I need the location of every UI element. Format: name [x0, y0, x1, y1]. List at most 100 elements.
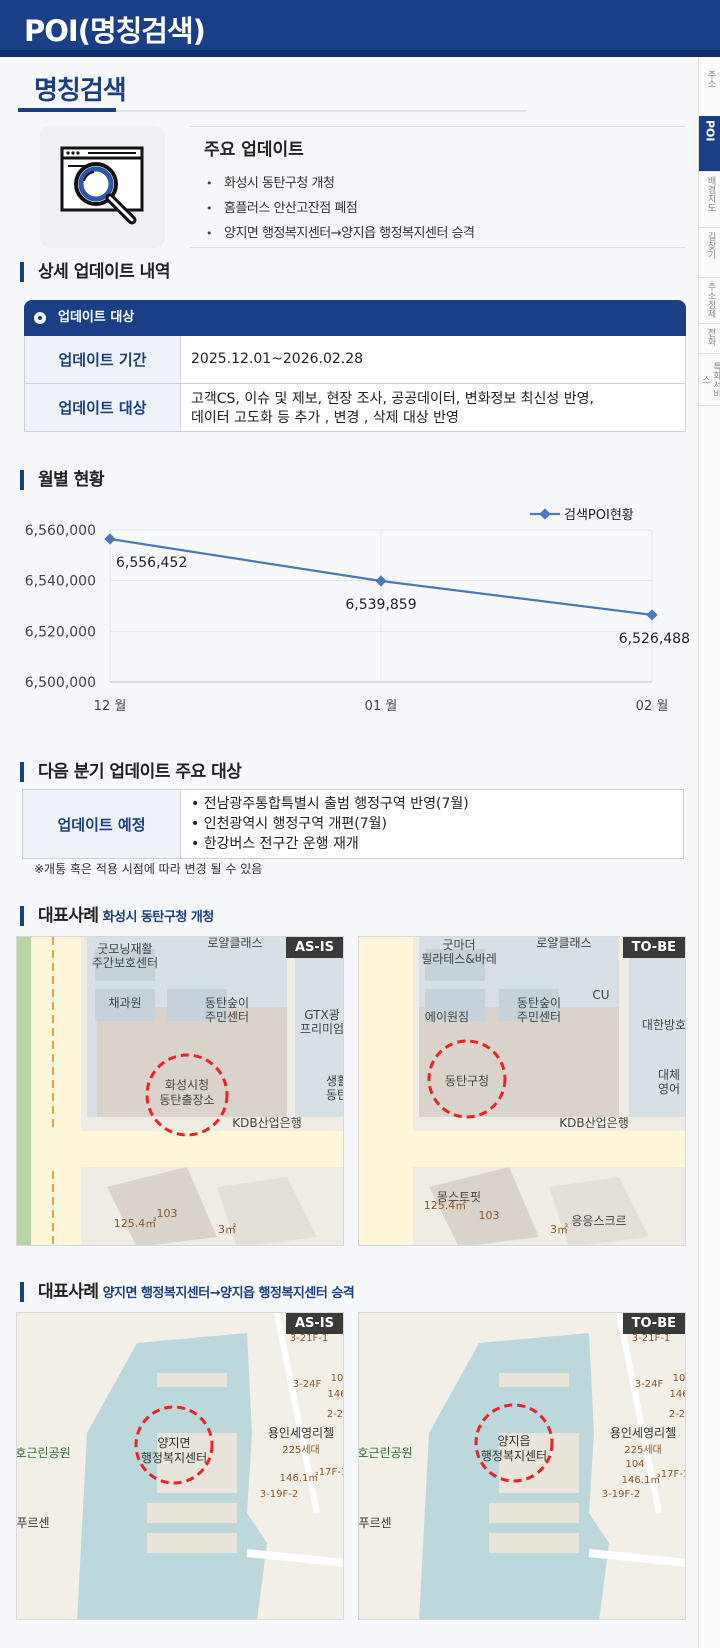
list-item: 화성시 동탄구청 개청	[204, 171, 475, 196]
side-tab-address[interactable]: 주소	[699, 66, 720, 118]
data-point	[375, 575, 387, 587]
data-point	[104, 533, 116, 545]
map-label: 주간보호센터	[92, 956, 158, 970]
map-label: 필라테스&바레	[421, 952, 497, 966]
map-label: 2-2	[327, 1409, 343, 1420]
case-heading-sub: 양지면 행정복지센터→양지읍 행정복지센터 승격	[102, 1286, 355, 1301]
section-title: 명칭검색	[34, 76, 127, 106]
data-label: 6,526,488	[619, 631, 690, 647]
map-as-is[interactable]: 굿모닝재활 주간보호센터 로얄클래스 채과원 동탄숲이 주민센터 GTX광 프리…	[16, 936, 344, 1246]
map-label: 동탄구청	[445, 1074, 489, 1088]
table-row: 업데이트 대상 고객CS, 이슈 및 제보, 현장 조사, 공공데이터, 변화정…	[24, 384, 686, 432]
map-to-be[interactable]: 굿마더 필라테스&바레 로얄클래스 에이원짐 동탄숲이 주민센터 CU 대한방호…	[358, 936, 686, 1246]
list-item: • 인천광역시 행정구역 개편(7월)	[191, 816, 387, 832]
as-is-badge: AS-IS	[285, 1313, 343, 1334]
side-tab-route[interactable]: 길찾기	[699, 228, 720, 278]
legend-marker	[539, 508, 551, 520]
map-label: 대한방호	[642, 1018, 686, 1032]
map-label: 17F-1	[319, 1467, 344, 1478]
to-be-badge: TO-BE	[622, 937, 685, 958]
map-label: 용인세영리첼	[610, 1426, 676, 1440]
side-tab-special-service[interactable]: 특화서비스	[699, 354, 720, 406]
case-heading-text: 대표사례	[38, 1282, 99, 1302]
map-label: 125.4㎡	[114, 1217, 157, 1230]
map-label: KDB산업은행	[232, 1115, 302, 1130]
map-label: 2-2	[669, 1409, 685, 1420]
map-label: 3㎡	[218, 1223, 236, 1236]
data-label: 6,539,859	[345, 597, 416, 613]
map-label: 푸르센	[359, 1516, 392, 1530]
map-label: 3-24F	[635, 1379, 664, 1390]
map-label: 행정복지센터	[481, 1448, 547, 1463]
map-label: 화성시청	[165, 1078, 209, 1092]
side-tab-bar: 주소 POI 배경지도 길찾기 주소정제 전화 특화서비스	[698, 58, 720, 1648]
main-updates-panel: 주요 업데이트 화성시 동탄구청 개청 홈플러스 안산고잔점 폐점 양지면 행정…	[190, 126, 686, 248]
x-tick-label: 01 월	[365, 699, 398, 714]
row-value-line: 고객CS, 이슈 및 제보, 현장 조사, 공공데이터, 변화정보 최신성 반영…	[191, 391, 594, 407]
map-label: 3-19F-2	[260, 1489, 298, 1500]
map-label: KDB산업은행	[559, 1115, 629, 1130]
chart-svg: 6,500,000 6,520,000 6,540,000 6,560,000 12 월…	[25, 508, 690, 714]
map-label: 동탄출장소	[159, 1093, 214, 1107]
side-tab-background-map[interactable]: 배경지도	[699, 172, 720, 228]
map-label: 225세대	[282, 1444, 320, 1456]
map-label: 양지면	[157, 1436, 190, 1450]
map-label: 146	[327, 1389, 344, 1400]
map-label: 행정복지센터	[141, 1450, 207, 1465]
monthly-line-chart: 6,500,000 6,520,000 6,540,000 6,560,000 12 월…	[20, 500, 700, 735]
side-tab-label: 주소	[705, 70, 716, 88]
map-to-be[interactable]: 양지읍 행정복지센터 호근린공원 푸르센 용인세영리첼 225세대 3-21F-…	[358, 1312, 686, 1620]
as-is-badge: AS-IS	[285, 937, 343, 958]
map-label: 로얄클래스	[207, 937, 262, 950]
side-tab-phone[interactable]: 전화	[699, 324, 720, 354]
list-item: • 전남광주통합특별시 출범 행정구역 반영(7월)	[191, 796, 469, 812]
map-label: 3㎡	[550, 1223, 568, 1236]
side-tab-poi[interactable]: POI	[699, 116, 720, 172]
map-label: 굿모닝재활	[97, 942, 152, 956]
map-as-is[interactable]: 양지면 행정복지센터 호근린공원 푸르센 용인세영리첼 225세대 3-21F-…	[16, 1312, 344, 1620]
legend-label: 검색POI현황	[564, 508, 634, 523]
map-label: 10	[673, 1373, 686, 1384]
side-tab-label: 전화	[705, 328, 716, 346]
map-label: CU	[592, 988, 609, 1002]
side-tab-label: 특화서비스	[700, 361, 720, 398]
map-label: 주민센터	[517, 1010, 561, 1024]
row-value-line: 데이터 고도화 등 추가 , 변경 , 삭제 대상 반영	[191, 410, 459, 426]
row-value: 2025.12.01~2026.02.28	[191, 351, 364, 367]
map-label: 용인세영리첼	[268, 1426, 334, 1440]
y-tick-label: 6,560,000	[25, 523, 96, 539]
map-image: 굿모닝재활 주간보호센터 로얄클래스 채과원 동탄숲이 주민센터 GTX광 프리…	[17, 937, 344, 1245]
section-divider	[18, 108, 526, 112]
map-label: 3-19F-2	[602, 1489, 640, 1500]
map-label: 17F-1	[661, 1469, 686, 1480]
map-label: 주민센터	[205, 1010, 249, 1024]
detail-heading: 상세 업데이트 내역	[20, 262, 170, 282]
map-label: 로얄클래스	[536, 937, 591, 950]
row-label: 업데이트 기간	[25, 336, 181, 383]
map-label: 225세대	[624, 1444, 662, 1456]
y-tick-label: 6,520,000	[25, 624, 96, 640]
case2-heading: 대표사례 양지면 행정복지센터→양지읍 행정복지센터 승격	[20, 1282, 355, 1302]
y-tick-label: 6,540,000	[25, 574, 96, 590]
row-label: 업데이트 대상	[25, 384, 181, 431]
data-point	[646, 609, 658, 621]
map-label: 호근린공원	[17, 1446, 71, 1460]
map-label: 채과원	[108, 996, 141, 1010]
list-item: 홈플러스 안산고잔점 폐점	[204, 196, 475, 221]
map-label: 146	[669, 1389, 686, 1400]
map-label: 103	[157, 1207, 178, 1220]
list-item: 양지면 행정복지센터→양지읍 행정복지센터 승격	[204, 221, 475, 246]
next-quarter-heading-text: 다음 분기 업데이트 주요 대상	[38, 762, 242, 782]
search-window-icon	[40, 126, 165, 248]
case1-heading: 대표사례 화성시 동탄구청 개청	[20, 906, 214, 926]
map-label: 프리미엄	[300, 1022, 344, 1036]
side-tab-address-refine[interactable]: 주소정제	[699, 278, 720, 324]
map-label: 146.1㎡	[280, 1472, 319, 1484]
next-quarter-heading: 다음 분기 업데이트 주요 대상	[20, 762, 242, 782]
list-item: • 한강버스 전구간 운행 재개	[191, 836, 359, 852]
detail-box-title: 업데이트 대상	[24, 300, 686, 336]
map-label: 동탄	[326, 1088, 344, 1102]
map-label: 생활	[326, 1074, 344, 1088]
detail-table: 업데이트 대상 업데이트 기간 2025.12.01~2026.02.28 업데…	[24, 300, 686, 432]
monthly-heading: 월별 현황	[20, 470, 104, 490]
